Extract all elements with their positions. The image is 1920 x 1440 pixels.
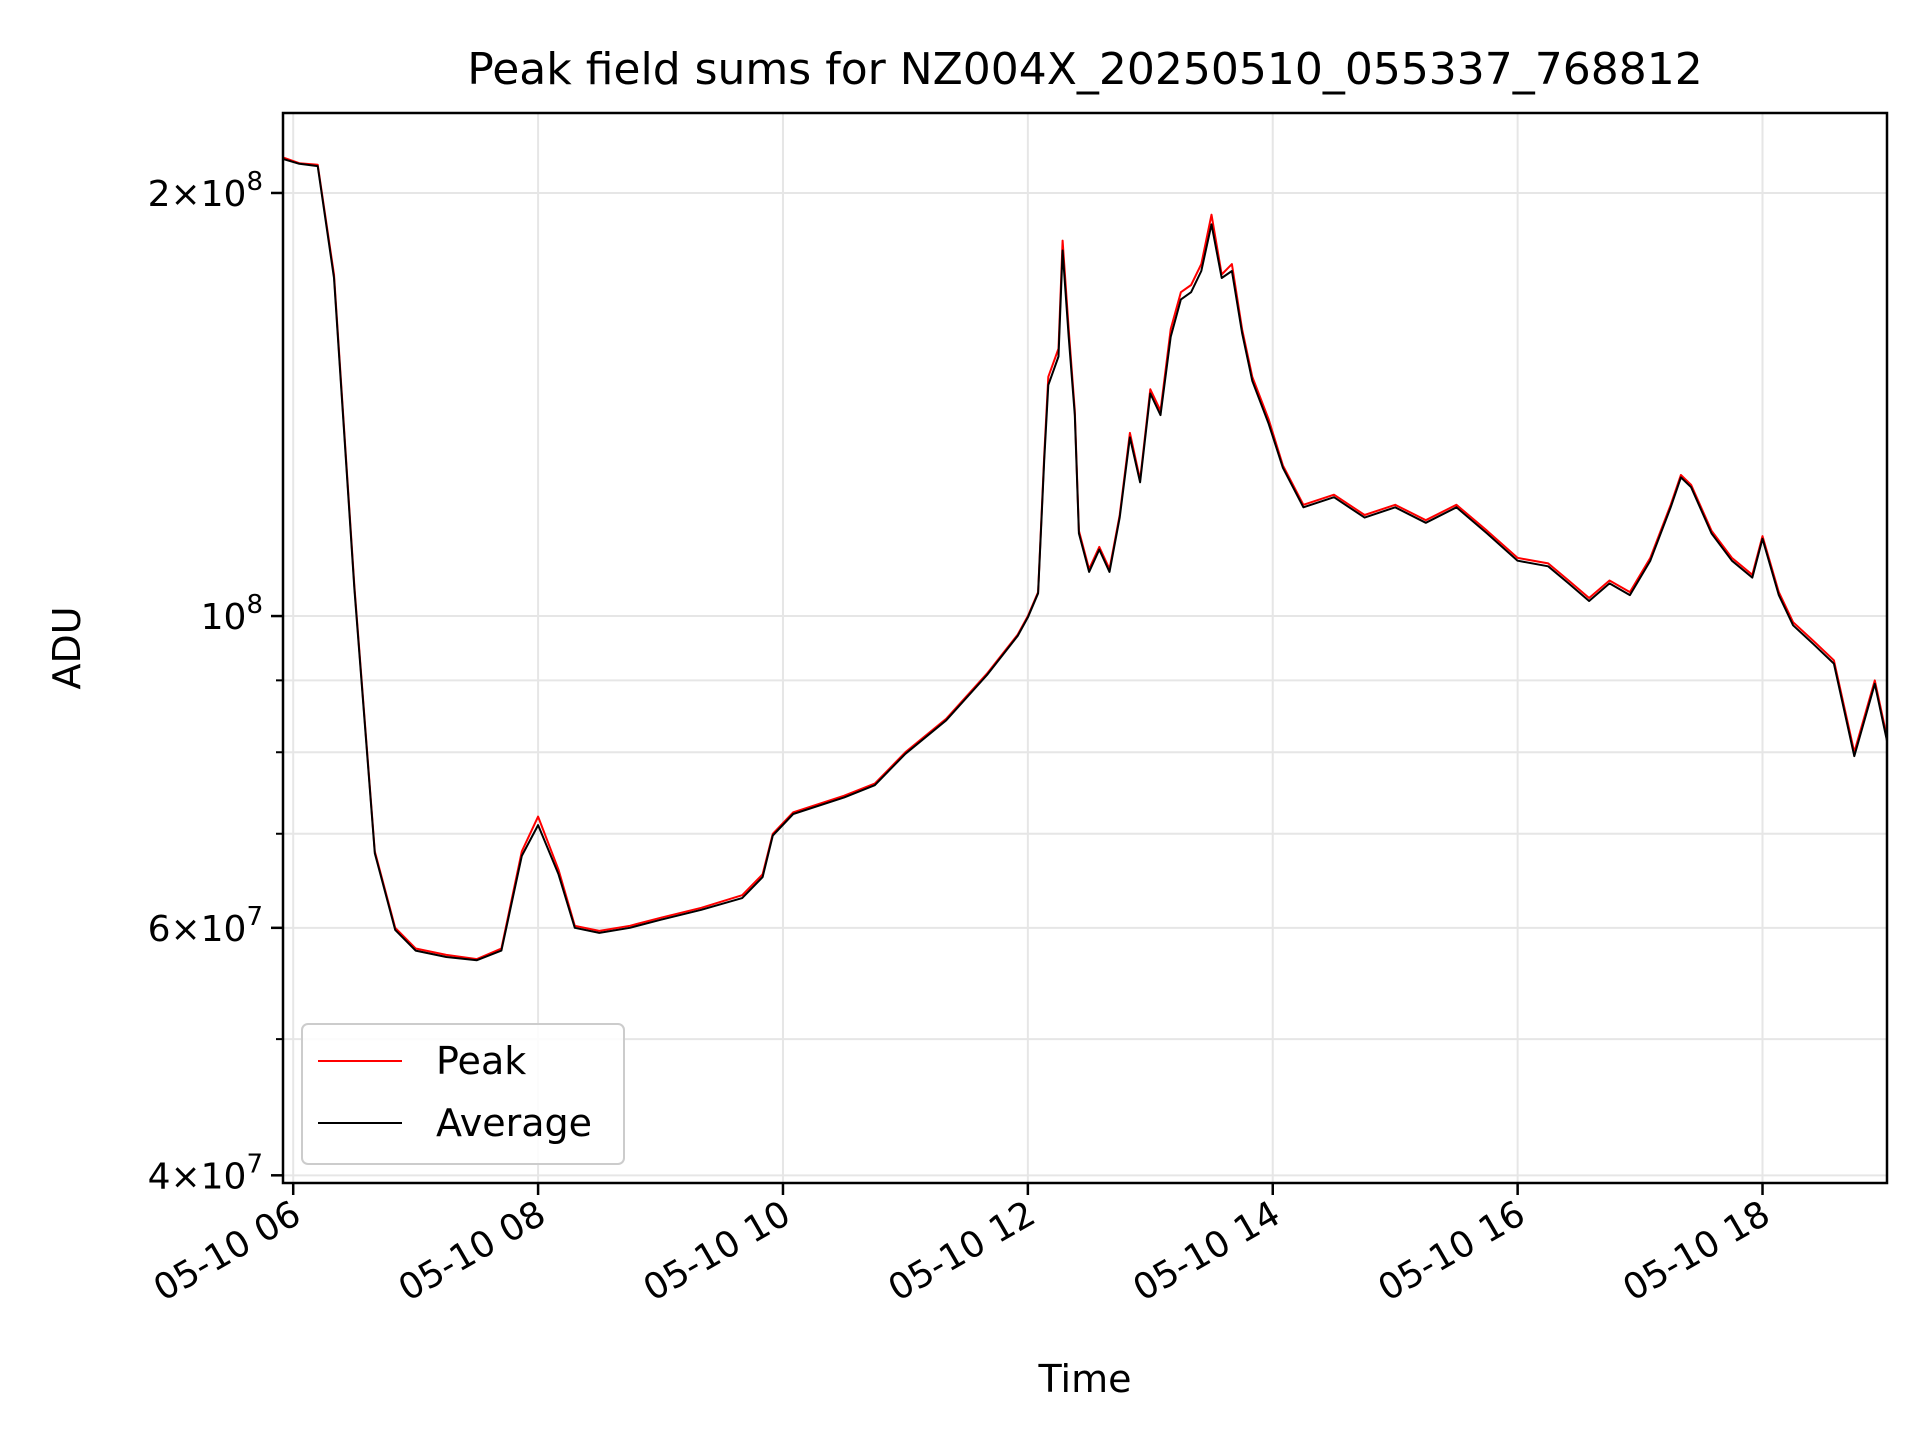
series-line-average (283, 157, 1887, 962)
x-tick-label: 05-10 06 (147, 1193, 308, 1309)
y-tick-label: 2×108 (148, 167, 263, 215)
y-tick-label: 108 (201, 590, 263, 638)
y-tick-label: 4×107 (148, 1149, 263, 1197)
x-tick-label: 05-10 16 (1371, 1193, 1532, 1309)
x-tick-label: 05-10 08 (392, 1193, 553, 1309)
x-tick-label: 05-10 12 (882, 1193, 1043, 1309)
x-tick-label: 05-10 18 (1616, 1193, 1777, 1309)
legend-average-label: Average (436, 1101, 592, 1145)
legend-box (301, 1023, 625, 1165)
legend: Peak Average (301, 1023, 625, 1165)
x-tick-label: 05-10 10 (637, 1193, 798, 1309)
x-tick-label: 05-10 14 (1127, 1193, 1288, 1309)
grid-layer (283, 113, 1887, 1183)
series-layer (283, 156, 1887, 962)
y-axis-label: ADU (45, 606, 89, 689)
x-axis-label: Time (1038, 1357, 1132, 1401)
chart-title: Peak field sums for NZ004X_20250510_0553… (467, 44, 1703, 95)
plot-frame (281, 111, 1889, 1185)
legend-peak-label: Peak (436, 1039, 526, 1083)
y-tick-label: 6×107 (148, 902, 263, 950)
